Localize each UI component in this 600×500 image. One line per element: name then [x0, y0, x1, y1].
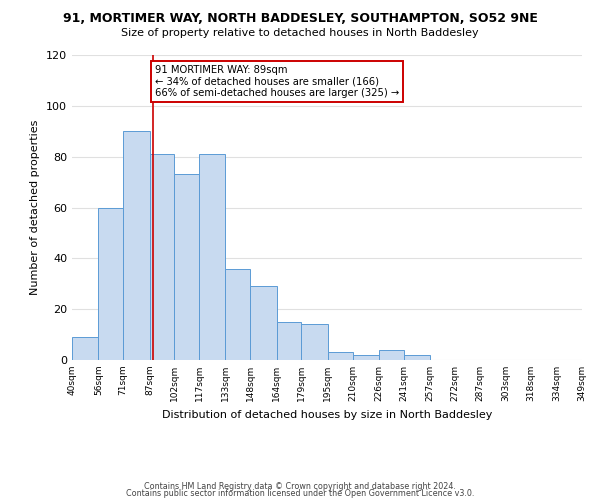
Bar: [353, 355, 379, 360]
Text: 91, MORTIMER WAY, NORTH BADDESLEY, SOUTHAMPTON, SO52 9NE: 91, MORTIMER WAY, NORTH BADDESLEY, SOUTH…: [62, 12, 538, 26]
Bar: [98, 208, 123, 360]
Bar: [226, 268, 250, 360]
Text: Size of property relative to detached houses in North Baddesley: Size of property relative to detached ho…: [121, 28, 479, 38]
X-axis label: Distribution of detached houses by size in North Baddesley: Distribution of detached houses by size …: [162, 410, 492, 420]
Text: 91 MORTIMER WAY: 89sqm
← 34% of detached houses are smaller (166)
66% of semi-de: 91 MORTIMER WAY: 89sqm ← 34% of detached…: [155, 65, 399, 98]
Text: Contains HM Land Registry data © Crown copyright and database right 2024.: Contains HM Land Registry data © Crown c…: [144, 482, 456, 491]
Bar: [328, 352, 353, 360]
Bar: [301, 324, 328, 360]
Bar: [277, 322, 301, 360]
Bar: [123, 131, 149, 360]
Y-axis label: Number of detached properties: Number of detached properties: [31, 120, 40, 295]
Bar: [149, 154, 175, 360]
Bar: [379, 350, 404, 360]
Bar: [175, 174, 199, 360]
Bar: [199, 154, 226, 360]
Bar: [404, 355, 430, 360]
Text: Contains public sector information licensed under the Open Government Licence v3: Contains public sector information licen…: [126, 490, 474, 498]
Bar: [250, 286, 277, 360]
Bar: [72, 337, 98, 360]
